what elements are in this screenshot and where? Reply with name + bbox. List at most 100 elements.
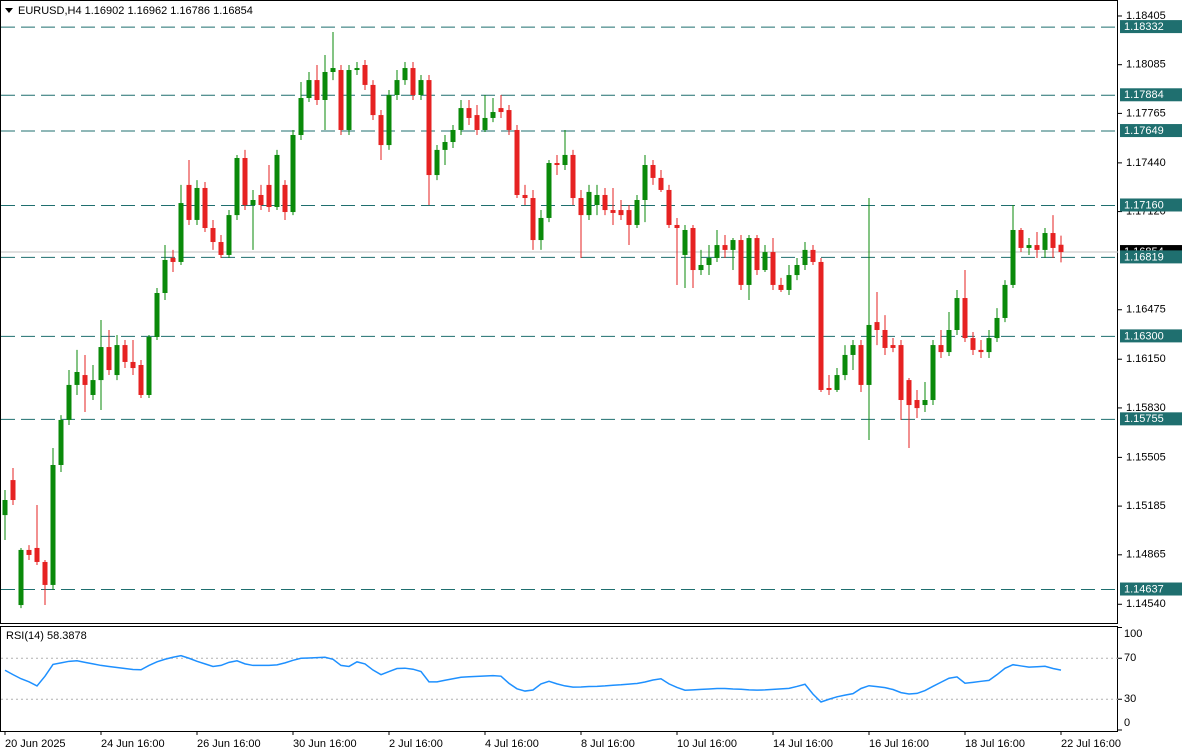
candle-body (666, 189, 672, 225)
candle-body (1026, 245, 1032, 248)
candle-body (786, 275, 792, 290)
candle-body (298, 98, 304, 136)
candle-body (642, 164, 648, 201)
x-tick-label: 2 Jul 16:00 (389, 738, 443, 750)
y-tick-label: 1.18405 (1126, 10, 1166, 22)
level-box (1120, 582, 1182, 596)
candle-body (658, 177, 664, 190)
candle-body (18, 549, 24, 606)
candle-body (322, 71, 328, 101)
y-tick-label: 1.15505 (1126, 451, 1166, 463)
candle-body (594, 194, 600, 206)
chart-title: EURUSD,H4 1.16902 1.16962 1.16786 1.1685… (18, 5, 253, 17)
candle-body (354, 68, 360, 71)
candle-body (946, 329, 952, 353)
candle-body (962, 298, 968, 339)
y-tick-label: 1.14540 (1126, 598, 1166, 610)
level-box (1120, 250, 1182, 264)
level-label: 1.17160 (1124, 199, 1164, 211)
candle-body (2, 500, 8, 516)
candle-body (898, 345, 904, 401)
candle-body (50, 465, 56, 585)
candle-body (178, 203, 184, 262)
candle-body (434, 149, 440, 176)
candle-body (450, 129, 456, 143)
candle-body (34, 547, 40, 562)
candle-body (618, 210, 624, 216)
candle-body (146, 336, 152, 395)
y-tick-label: 1.16150 (1126, 353, 1166, 365)
candle-body (554, 163, 560, 165)
candle-body (98, 347, 104, 381)
y-tick-label: 1.16475 (1126, 304, 1166, 316)
level-label: 1.16819 (1124, 251, 1164, 263)
candle-body (634, 200, 640, 225)
candle-body (346, 70, 352, 130)
candle-body (218, 242, 224, 255)
candle-body (834, 375, 840, 390)
level-box (1120, 412, 1182, 426)
candle-body (1042, 233, 1048, 250)
candle-body (738, 240, 744, 285)
candle-body (330, 68, 336, 72)
candle-body (402, 68, 408, 81)
candle-body (714, 245, 720, 258)
candle-body (514, 129, 520, 195)
candle-body (882, 329, 888, 348)
candle-body (154, 293, 160, 337)
candle-body (210, 228, 216, 243)
candle-body (66, 384, 72, 420)
candle-body (794, 264, 800, 276)
candle-body (1058, 244, 1064, 253)
price-panel (0, 0, 1118, 624)
candle-body (282, 184, 288, 213)
candle-body (266, 184, 272, 208)
candle-body (122, 345, 128, 362)
candle-body (682, 229, 688, 255)
candle-body (1010, 229, 1016, 285)
candle-body (490, 112, 496, 118)
candle-body (746, 238, 752, 285)
candle-body (650, 164, 656, 178)
candle-body (362, 64, 368, 85)
candle-body (970, 338, 976, 350)
y-tick-label: 1.14865 (1126, 549, 1166, 561)
candle-body (1002, 284, 1008, 318)
x-tick-label: 20 Jun 2025 (5, 738, 66, 750)
x-tick-label: 22 Jul 16:00 (1061, 738, 1121, 750)
candle-body (954, 298, 960, 330)
candle-body (106, 347, 112, 371)
rsi-title: RSI(14) 58.3878 (6, 630, 87, 642)
candle-body (258, 194, 264, 206)
candle-body (10, 480, 16, 501)
y-tick-label: 30 (1124, 693, 1136, 705)
candle-body (394, 80, 400, 95)
level-box (1120, 124, 1182, 138)
candle-body (466, 108, 472, 118)
candle-body (522, 194, 528, 199)
candle-body (482, 117, 488, 130)
candle-body (58, 419, 64, 466)
level-label: 1.17884 (1124, 89, 1164, 101)
candle-body (418, 80, 424, 95)
symbol-menu-arrow[interactable] (5, 8, 13, 13)
x-tick-label: 10 Jul 16:00 (677, 738, 737, 750)
x-tick-label: 8 Jul 16:00 (581, 738, 635, 750)
candle-body (906, 380, 912, 406)
y-tick-label: 0 (1124, 717, 1130, 729)
candle-body (570, 154, 576, 199)
candle-body (754, 238, 760, 271)
y-tick-label: 70 (1124, 652, 1136, 664)
candle-body (186, 184, 192, 220)
candle-body (1018, 229, 1024, 248)
level-label: 1.18332 (1124, 21, 1164, 33)
candle-body (562, 154, 568, 165)
candle-body (610, 210, 616, 213)
candle-body (1050, 233, 1056, 248)
candle-body (114, 345, 120, 376)
candle-body (546, 163, 552, 218)
candle-body (938, 345, 944, 353)
candle-body (82, 375, 88, 385)
candle-body (90, 380, 96, 395)
candle-body (978, 349, 984, 353)
